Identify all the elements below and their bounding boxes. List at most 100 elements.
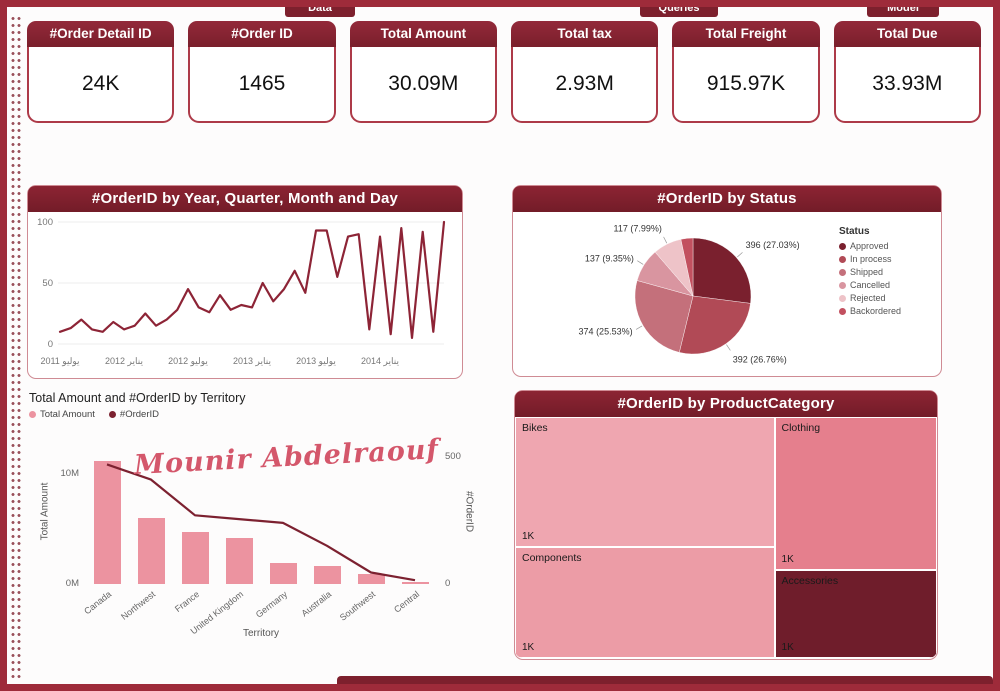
bar-united-kingdom[interactable] <box>225 537 253 584</box>
legend-item-shipped[interactable]: Shipped <box>839 266 935 279</box>
kpi-card-order-id[interactable]: #Order ID 1465 <box>188 21 336 123</box>
treemap-cell-value: 1K <box>522 531 535 543</box>
ribbon-tab-label: Data <box>308 7 332 14</box>
legend-dot <box>839 243 846 250</box>
kpi-row: #Order Detail ID 24K #Order ID 1465 Tota… <box>27 21 981 123</box>
right-axis-title: #OrderID <box>463 490 475 533</box>
treemap-panel[interactable]: #OrderID by ProductCategory Bikes 1K Clo… <box>514 390 938 660</box>
orderid-line-series[interactable] <box>58 220 446 340</box>
treemap-cell-value: 1K <box>781 554 794 566</box>
pie-callout-label: 374 (25.53%) <box>579 326 633 336</box>
pie-slice-in-process[interactable] <box>679 295 751 355</box>
treemap-cell-components[interactable]: Components 1K <box>515 547 775 658</box>
legend-dot <box>839 269 846 276</box>
treemap-cell-label: Components <box>522 552 582 565</box>
legend-label: Total Amount <box>40 409 95 420</box>
legend-label: Rejected <box>850 293 886 303</box>
left-axis-tick: 0M <box>65 578 79 589</box>
ribbon-tab-queries[interactable]: Queries <box>640 7 718 17</box>
kpi-value: 2.93M <box>555 72 614 95</box>
bar-northwest[interactable] <box>137 517 165 584</box>
right-axis-tick: 500 <box>445 450 461 462</box>
combo-chart-title: Total Amount and #OrderID by Territory <box>29 391 246 405</box>
treemap-cell-accessories[interactable]: Accessories 1K <box>774 570 937 658</box>
ribbon-tab-label: Queries <box>658 7 700 14</box>
treemap-cell-value: 1K <box>781 641 794 653</box>
x-axis-tick: يناير 2014 <box>361 356 399 367</box>
kpi-value: 24K <box>81 72 120 95</box>
bar-southwest[interactable] <box>357 574 385 584</box>
legend-dot <box>108 411 116 418</box>
kpi-card-order-detail-id[interactable]: #Order Detail ID 24K <box>27 21 175 123</box>
legend-dot <box>839 308 846 315</box>
left-axis-title: Total Amount <box>39 482 51 541</box>
pie-chart-panel[interactable]: #OrderID by Status 396 (27.03%) 392 (26.7… <box>512 185 942 377</box>
legend-label: In process <box>850 254 892 264</box>
pie-callout-label: 396 (27.03%) <box>746 240 800 250</box>
pie-chart-svg: 396 (27.03%) 392 (26.76%) 374 (25.53%) 137 … <box>579 223 800 365</box>
kpi-title: #Order Detail ID <box>27 21 175 47</box>
pie-slice-shipped[interactable] <box>634 280 694 353</box>
y-axis-tick: 50 <box>42 278 53 289</box>
pie-chart-title: #OrderID by Status <box>513 186 941 212</box>
legend-dot <box>29 411 36 418</box>
legend-label: Approved <box>850 241 889 251</box>
kpi-card-total-freight[interactable]: Total Freight 915.97K <box>672 21 820 123</box>
bar-canada[interactable] <box>93 460 121 584</box>
legend-label: Backordered <box>850 306 902 316</box>
kpi-title: #Order ID <box>188 21 336 47</box>
legend-label: Shipped <box>850 267 884 277</box>
perforation-dots <box>9 13 22 678</box>
legend-dot <box>839 295 846 302</box>
legend-item-total-amount[interactable]: Total Amount <box>29 409 95 420</box>
kpi-card-total-tax[interactable]: Total tax 2.93M <box>510 21 659 123</box>
left-axis-tick: 10M <box>60 467 79 479</box>
legend-item-approved[interactable]: Approved <box>839 240 935 253</box>
legend-dot <box>839 256 846 263</box>
legend-item-backordered[interactable]: Backordered <box>839 305 935 318</box>
pie-callout-label: 117 (7.99%) <box>614 223 662 233</box>
x-axis-tick: يوليو 2011 <box>40 356 80 367</box>
y-axis-tick: 100 <box>37 217 53 228</box>
x-axis-title: Territory <box>242 628 280 639</box>
kpi-title: Total tax <box>510 21 659 47</box>
signature-watermark: Mounir Abdelraouf <box>133 434 440 481</box>
legend-item-cancelled[interactable]: Cancelled <box>839 279 935 292</box>
bar-germany[interactable] <box>269 563 297 584</box>
treemap-cell-bikes[interactable]: Bikes 1K <box>515 417 775 548</box>
pie-callout-line <box>726 344 731 351</box>
line-chart-panel[interactable]: #OrderID by Year, Quarter, Month and Day… <box>27 185 463 379</box>
pie-callout-line <box>737 252 743 258</box>
bar-australia[interactable] <box>313 566 341 584</box>
combo-legend: Total Amount #OrderID <box>29 409 481 420</box>
line-chart-plot: 0 50 100 يوليو 2011 يناير 2012 يوليو 2012 يناي… <box>28 212 462 377</box>
bar-france[interactable] <box>181 532 209 584</box>
y-axis-tick: 0 <box>48 339 53 350</box>
right-axis-tick: 0 <box>445 578 451 589</box>
pie-callout-label: 137 (9.35%) <box>585 254 634 264</box>
kpi-card-total-due[interactable]: Total Due 33.93M <box>833 21 981 123</box>
pie-callout-line <box>637 260 644 265</box>
x-axis-tick: يوليو 2013 <box>296 356 336 367</box>
kpi-card-total-amount[interactable]: Total Amount 30.09M <box>349 21 497 123</box>
kpi-title: Total Amount <box>349 21 497 47</box>
pie-callout-label: 392 (26.76%) <box>733 355 787 365</box>
treemap-cell-clothing[interactable]: Clothing 1K <box>774 417 937 571</box>
pie-slice-backordered[interactable] <box>680 237 694 297</box>
kpi-value: 33.93M <box>872 72 943 95</box>
treemap-cell-label: Clothing <box>781 422 821 434</box>
ribbon-tab-label: Model <box>887 7 919 14</box>
treemap-title: #OrderID by ProductCategory <box>515 391 937 417</box>
ribbon-tab-data[interactable]: Data <box>285 7 355 17</box>
legend-item-orderid[interactable]: #OrderID <box>108 409 159 420</box>
kpi-value: 1465 <box>238 72 286 95</box>
legend-item-in-process[interactable]: In process <box>839 253 935 266</box>
legend-item-rejected[interactable]: Rejected <box>839 292 935 305</box>
bar-central[interactable] <box>401 582 429 584</box>
page-tab-bar[interactable] <box>337 676 993 684</box>
ribbon-tab-model[interactable]: Model <box>867 7 939 17</box>
territory-combo-chart[interactable]: Total Amount and #OrderID by Territory T… <box>29 391 481 659</box>
pie-slice-approved[interactable] <box>692 237 752 304</box>
x-axis-tick: يناير 2012 <box>105 356 143 367</box>
